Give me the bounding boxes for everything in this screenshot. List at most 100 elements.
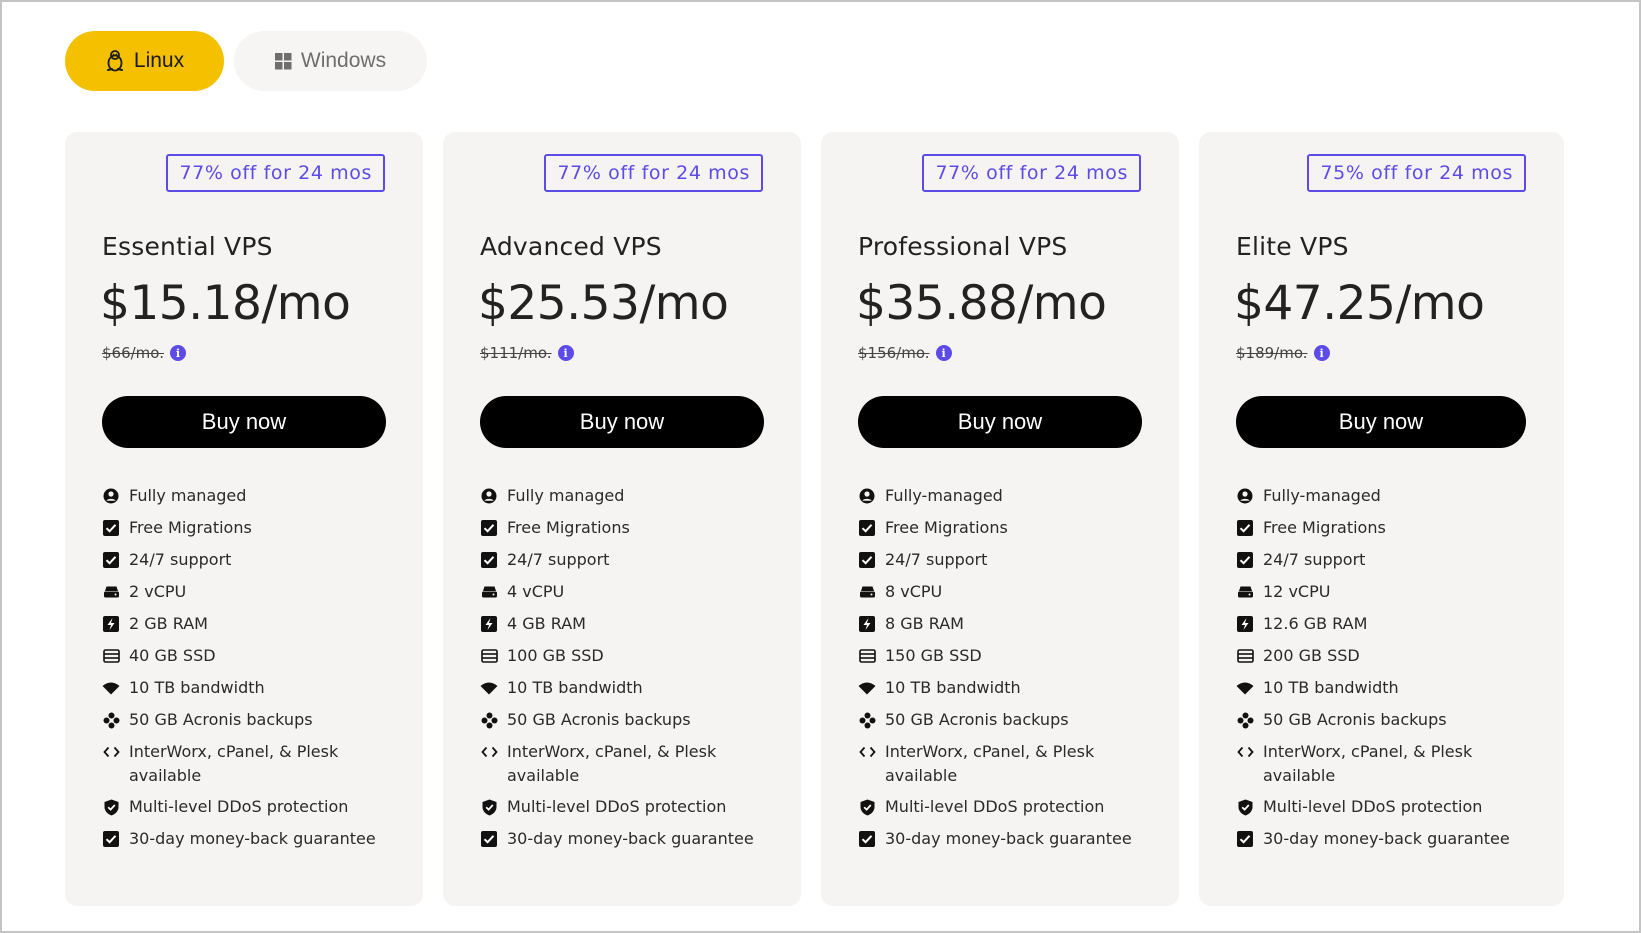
old-price: $156/mo. bbox=[858, 344, 930, 362]
feature-item: 50 GB Acronis backups bbox=[480, 708, 770, 732]
user-circle-icon bbox=[102, 484, 120, 508]
feature-text: Multi-level DDoS protection bbox=[1263, 797, 1483, 816]
code-icon bbox=[1236, 740, 1254, 764]
linux-penguin-icon bbox=[105, 50, 125, 72]
linux-tab[interactable]: Linux bbox=[65, 31, 224, 91]
feature-item: 100 GB SSD bbox=[480, 644, 770, 668]
feature-text: 150 GB SSD bbox=[885, 646, 982, 665]
feature-text: 200 GB SSD bbox=[1263, 646, 1360, 665]
checkbox-icon bbox=[858, 548, 876, 572]
storage-icon bbox=[858, 644, 876, 668]
feature-text: 4 GB RAM bbox=[507, 614, 586, 633]
feature-text: Fully-managed bbox=[1263, 486, 1381, 505]
feature-text: 12.6 GB RAM bbox=[1263, 614, 1368, 633]
info-icon[interactable]: i bbox=[935, 345, 952, 361]
user-circle-icon bbox=[480, 484, 498, 508]
feature-item: 24/7 support bbox=[480, 548, 770, 572]
info-icon[interactable]: i bbox=[1313, 345, 1330, 361]
feature-list: Fully-managed Free Migrations 24/7 support… bbox=[1236, 484, 1526, 859]
feature-text: 24/7 support bbox=[885, 550, 988, 569]
feature-item: Free Migrations bbox=[1236, 516, 1526, 540]
buy-now-button[interactable]: Buy now bbox=[858, 396, 1142, 448]
feature-text: Free Migrations bbox=[507, 518, 630, 537]
shield-icon bbox=[102, 795, 120, 819]
info-icon[interactable]: i bbox=[169, 345, 186, 361]
cpu-icon bbox=[858, 580, 876, 604]
discount-badge: 77% off for 24 mos bbox=[166, 154, 385, 192]
user-circle-icon bbox=[1236, 484, 1254, 508]
feature-item: 12 vCPU bbox=[1236, 580, 1526, 604]
feature-text: 50 GB Acronis backups bbox=[885, 710, 1069, 729]
plan-cards: 77% off for 24 mos Essential VPS $15.18/… bbox=[65, 132, 1564, 906]
feature-text: 50 GB Acronis backups bbox=[1263, 710, 1447, 729]
buy-now-button[interactable]: Buy now bbox=[1236, 396, 1526, 448]
windows-logo-icon bbox=[274, 52, 292, 70]
buy-now-button[interactable]: Buy now bbox=[480, 396, 764, 448]
wifi-icon bbox=[102, 676, 120, 700]
discount-badge: 77% off for 24 mos bbox=[922, 154, 1141, 192]
feature-item: 24/7 support bbox=[858, 548, 1148, 572]
cpu-icon bbox=[102, 580, 120, 604]
feature-text: 30-day money-back guarantee bbox=[1263, 829, 1510, 848]
feature-item: Multi-level DDoS protection bbox=[102, 795, 392, 819]
plan-price: $25.53/mo bbox=[478, 276, 729, 331]
feature-item: 24/7 support bbox=[1236, 548, 1526, 572]
feature-item: 10 TB bandwidth bbox=[102, 676, 392, 700]
feature-item: Free Migrations bbox=[102, 516, 392, 540]
feature-item: 10 TB bandwidth bbox=[480, 676, 770, 700]
feature-list: Fully-managed Free Migrations 24/7 support… bbox=[858, 484, 1148, 859]
plan-price: $35.88/mo bbox=[856, 276, 1107, 331]
feature-text: 10 TB bandwidth bbox=[507, 678, 643, 697]
checkbox-icon bbox=[480, 548, 498, 572]
feature-item: Multi-level DDoS protection bbox=[1236, 795, 1526, 819]
feature-text: 40 GB SSD bbox=[129, 646, 216, 665]
storage-icon bbox=[480, 644, 498, 668]
plan-price: $47.25/mo bbox=[1234, 276, 1485, 331]
windows-tab-label: Windows bbox=[300, 49, 387, 72]
feature-item: 30-day money-back guarantee bbox=[480, 827, 770, 851]
plan-card: 77% off for 24 mos Essential VPS $15.18/… bbox=[65, 132, 423, 906]
shield-icon bbox=[1236, 795, 1254, 819]
feature-item: 30-day money-back guarantee bbox=[102, 827, 392, 851]
feature-item: 8 vCPU bbox=[858, 580, 1148, 604]
feature-item: Free Migrations bbox=[858, 516, 1148, 540]
plan-price: $15.18/mo bbox=[100, 276, 351, 331]
old-price-row: $66/mo. i bbox=[102, 344, 186, 362]
feature-item: 2 GB RAM bbox=[102, 612, 392, 636]
windows-tab[interactable]: Windows bbox=[234, 31, 427, 91]
linux-tab-label: Linux bbox=[133, 49, 185, 72]
old-price: $66/mo. bbox=[102, 344, 164, 362]
ram-bolt-icon bbox=[1236, 612, 1254, 636]
feature-text: 10 TB bandwidth bbox=[1263, 678, 1399, 697]
feature-text: Multi-level DDoS protection bbox=[885, 797, 1105, 816]
storage-icon bbox=[1236, 644, 1254, 668]
feature-text: 50 GB Acronis backups bbox=[507, 710, 691, 729]
feature-item: 150 GB SSD bbox=[858, 644, 1148, 668]
wifi-icon bbox=[1236, 676, 1254, 700]
checkbox-icon bbox=[480, 516, 498, 540]
feature-item: InterWorx, cPanel, & Plesk available bbox=[858, 740, 1148, 788]
discount-badge: 75% off for 24 mos bbox=[1307, 154, 1526, 192]
feature-text: 2 vCPU bbox=[129, 582, 187, 601]
feature-text: 100 GB SSD bbox=[507, 646, 604, 665]
info-icon[interactable]: i bbox=[557, 345, 574, 361]
feature-text: 50 GB Acronis backups bbox=[129, 710, 313, 729]
code-icon bbox=[858, 740, 876, 764]
buy-now-button[interactable]: Buy now bbox=[102, 396, 386, 448]
feature-list: Fully managed Free Migrations 24/7 support… bbox=[480, 484, 770, 859]
feature-item: InterWorx, cPanel, & Plesk available bbox=[480, 740, 770, 788]
feature-text: InterWorx, cPanel, & Plesk available bbox=[1263, 742, 1473, 785]
feature-text: 24/7 support bbox=[507, 550, 610, 569]
feature-text: Free Migrations bbox=[129, 518, 252, 537]
feature-item: 8 GB RAM bbox=[858, 612, 1148, 636]
feature-item: 4 vCPU bbox=[480, 580, 770, 604]
ram-bolt-icon bbox=[858, 612, 876, 636]
feature-item: 24/7 support bbox=[102, 548, 392, 572]
checkbox-icon bbox=[102, 516, 120, 540]
feature-text: Fully managed bbox=[129, 486, 247, 505]
feature-item: 50 GB Acronis backups bbox=[858, 708, 1148, 732]
cpu-icon bbox=[480, 580, 498, 604]
feature-item: 30-day money-back guarantee bbox=[1236, 827, 1526, 851]
storage-icon bbox=[102, 644, 120, 668]
cpu-icon bbox=[1236, 580, 1254, 604]
